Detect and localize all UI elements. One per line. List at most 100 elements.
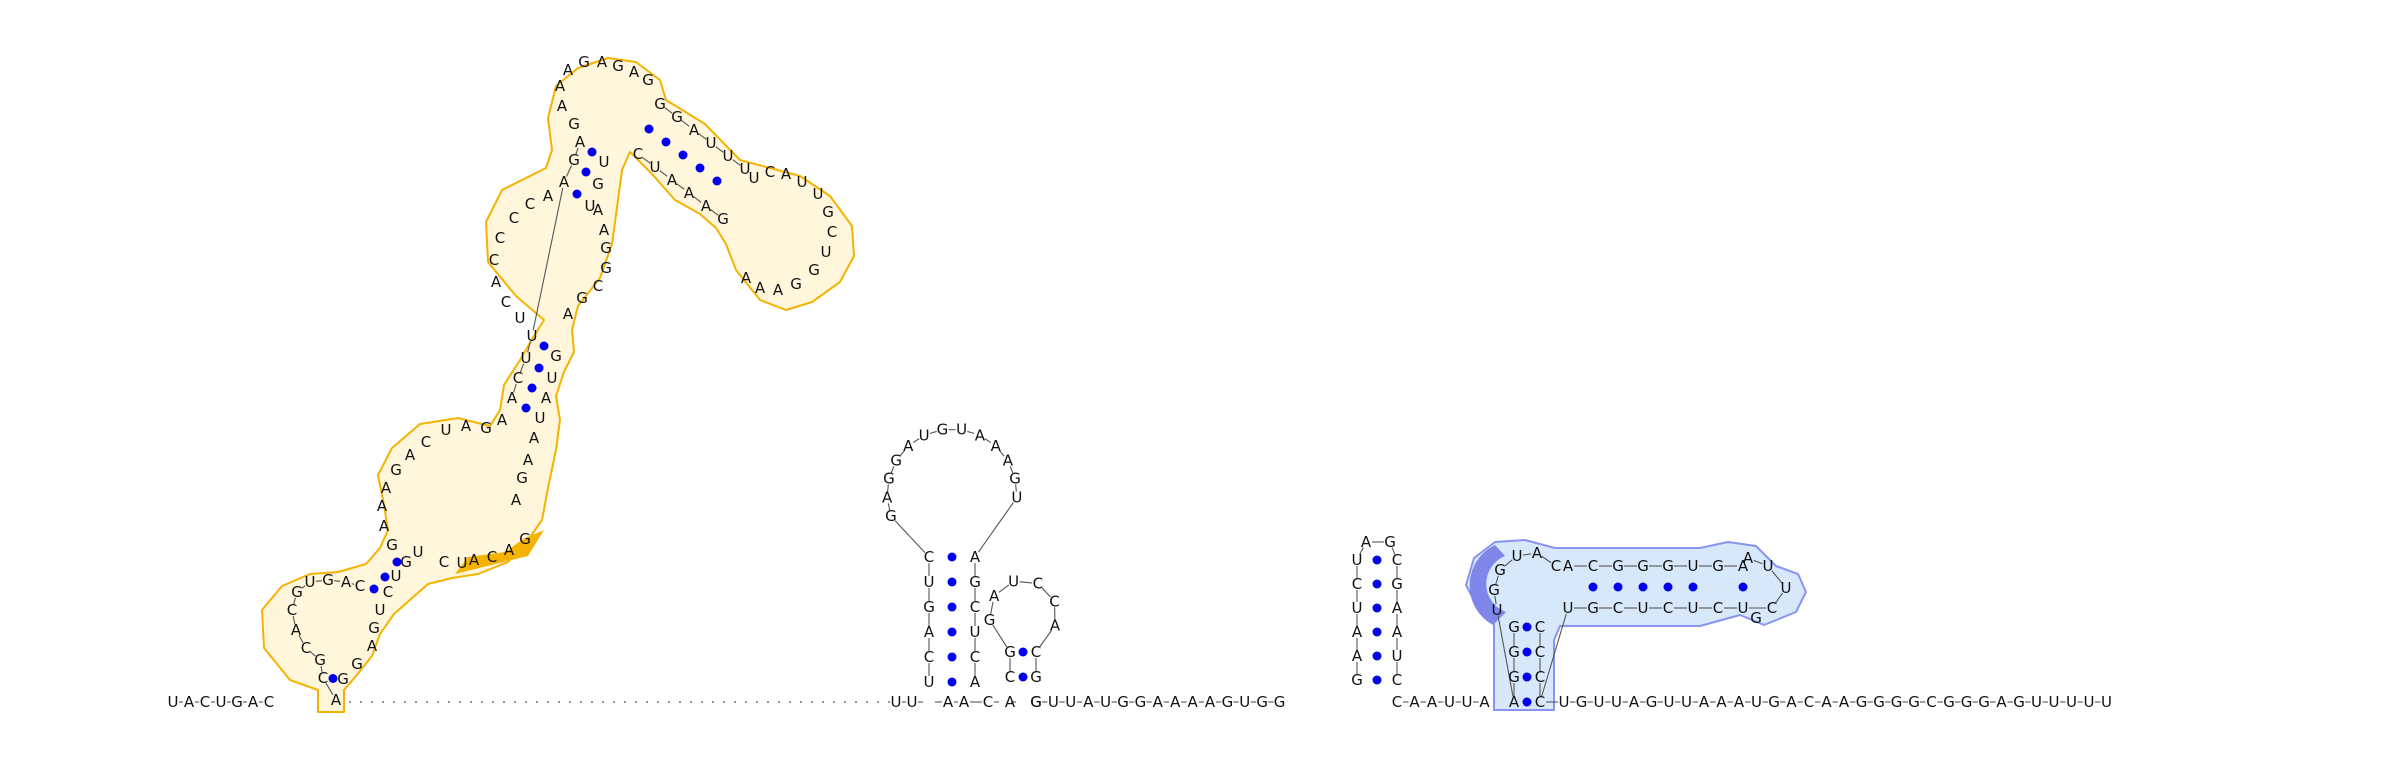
right-tail-nucleotide: U	[1751, 693, 1762, 711]
hairpin2-stem-nucleotide: G	[1004, 643, 1016, 661]
orange-strand-nucleotide: C	[383, 583, 393, 601]
blue-stem-nucleotide: G	[1508, 618, 1520, 636]
hairpin1-stem-nucleotide: C	[924, 548, 934, 566]
orange-strand-nucleotide: A	[563, 305, 574, 323]
orange-hairpin-nucleotide: A	[755, 279, 766, 297]
hairpin1-loop-nucleotide: A	[882, 488, 893, 506]
hairpin1-loop-nucleotide: A	[1003, 452, 1014, 470]
blue-helix-nucleotide: A	[1563, 557, 1574, 575]
hairpin2-loop-nucleotide: G	[984, 611, 996, 629]
hairpin3-stem-nucleotide: A	[1392, 599, 1403, 617]
linker-nucleotide: G	[1135, 693, 1147, 711]
base-pair-dot	[573, 190, 582, 199]
base-pair-dot	[948, 628, 957, 637]
hairpin3-loop-nucleotide: G	[1384, 533, 1396, 551]
backbone-bond	[967, 431, 974, 433]
orange-stem-nucleotide: G	[568, 151, 580, 169]
right-tail-nucleotide: U	[1681, 693, 1692, 711]
right-tail-nucleotide: G	[1856, 693, 1868, 711]
orange-loop-nucleotide: C	[525, 195, 535, 213]
linker-nucleotide: A	[1153, 693, 1164, 711]
blue-helix-nucleotide: U	[1638, 599, 1649, 617]
base-pair-dot	[1614, 583, 1623, 592]
left-tail-nucleotide: C	[264, 693, 274, 711]
base-pair-dot	[1523, 648, 1532, 657]
hairpin1-stem-nucleotide: C	[970, 598, 980, 616]
orange-arm-nucleotide: G	[654, 95, 666, 113]
hairpin1-loop-nucleotide: G	[890, 452, 902, 470]
orange-strand-nucleotide: G	[368, 619, 380, 637]
right-tail-nucleotide: A	[1786, 693, 1797, 711]
orange-stem-nucleotide: C	[318, 669, 328, 687]
hairpin3-stem-nucleotide: U	[1352, 551, 1363, 569]
hairpin1-stem-nucleotide: A	[924, 623, 935, 641]
hairpin3-stem-nucleotide: C	[1392, 671, 1402, 689]
blue-loop-nucleotide: C	[1767, 599, 1777, 617]
right-tail-nucleotide: U	[2066, 693, 2077, 711]
base-pair-dot	[1523, 623, 1532, 632]
orange-arm-nucleotide: A	[701, 197, 712, 215]
right-tail-nucleotide: G	[1768, 693, 1780, 711]
orange-stem-nucleotide: U	[585, 197, 596, 215]
orange-loop-nucleotide: A	[557, 97, 568, 115]
hairpin1-loop-nucleotide: A	[975, 426, 986, 444]
blue-helix-nucleotide: U	[1688, 599, 1699, 617]
orange-stem-nucleotide: A	[331, 691, 342, 709]
right-tail-nucleotide: G	[1576, 693, 1588, 711]
hairpin3-stem-nucleotide: U	[1392, 647, 1403, 665]
orange-stem-nucleotide: U	[527, 327, 538, 345]
hairpin3-stem-nucleotide: C	[1392, 551, 1402, 569]
orange-strand-nucleotide: A	[529, 429, 540, 447]
orange-stem-nucleotide: A	[575, 133, 586, 151]
orange-strand-nucleotide: A	[523, 451, 534, 469]
left-tail-nucleotide: C	[200, 693, 210, 711]
blue-stem-nucleotide: A	[1509, 693, 1520, 711]
base-pair-dot	[1373, 628, 1382, 637]
hairpin1-stem-nucleotide: G	[923, 598, 935, 616]
hairpin1-stem-nucleotide: G	[969, 573, 981, 591]
blue-stem-nucleotide: G	[1508, 668, 1520, 686]
blue-helix-nucleotide: C	[1713, 599, 1723, 617]
orange-strand-nucleotide: U	[375, 601, 386, 619]
orange-loop-nucleotide: G	[642, 71, 654, 89]
base-pair-dot	[1739, 583, 1748, 592]
orange-arm-nucleotide: U	[706, 134, 717, 152]
hairpin2-loop-nucleotide: C	[1033, 574, 1043, 592]
orange-highlight-nucleotide: A	[504, 541, 515, 559]
orange-loop-nucleotide: G	[612, 57, 624, 75]
orange-loop-nucleotide: A	[555, 77, 566, 95]
hairpin1-loop-nucleotide: A	[903, 437, 914, 455]
orange-loop-nucleotide: A	[629, 63, 640, 81]
hairpin1-loop-nucleotide: G	[885, 507, 897, 525]
orange-strand-nucleotide: G	[400, 553, 412, 571]
orange-loop-nucleotide: A	[379, 517, 390, 535]
base-pair-dot	[948, 678, 957, 687]
base-pair-dot	[948, 578, 957, 587]
hairpin2-loop-nucleotide: A	[1050, 617, 1061, 635]
hairpin3-stem-nucleotide: A	[1392, 623, 1403, 641]
orange-hairpin-nucleotide: C	[301, 639, 311, 657]
right-tail-nucleotide: A	[1821, 693, 1832, 711]
orange-loop-nucleotide: U	[441, 421, 452, 439]
right-tail-nucleotide: C	[1926, 693, 1936, 711]
backbone-bond	[895, 521, 925, 553]
orange-hairpin-nucleotide: C	[827, 223, 837, 241]
orange-strand-nucleotide: A	[599, 221, 610, 239]
hairpin1-loop-nucleotide: U	[1011, 488, 1022, 506]
orange-hairpin-nucleotide: A	[773, 281, 784, 299]
right-tail-nucleotide: U	[2031, 693, 2042, 711]
hairpin2-loop-nucleotide: C	[1049, 592, 1059, 610]
orange-stem-nucleotide: U	[599, 153, 610, 171]
hairpin2-stem-nucleotide: C	[1005, 668, 1015, 686]
base-pair-dot	[948, 553, 957, 562]
orange-hairpin-nucleotide: C	[355, 577, 365, 595]
base-pair-dot	[1373, 676, 1382, 685]
hairpin3-loop-nucleotide: A	[1361, 533, 1372, 551]
orange-stem-nucleotide: A	[507, 389, 518, 407]
hairpin1-stem-nucleotide: U	[924, 673, 935, 691]
hairpin3-stem-nucleotide: U	[1352, 599, 1363, 617]
hairpin2-loop-nucleotide: U	[1008, 572, 1019, 590]
base-pair-dot	[1523, 673, 1532, 682]
right-tail-nucleotide: A	[1716, 693, 1727, 711]
